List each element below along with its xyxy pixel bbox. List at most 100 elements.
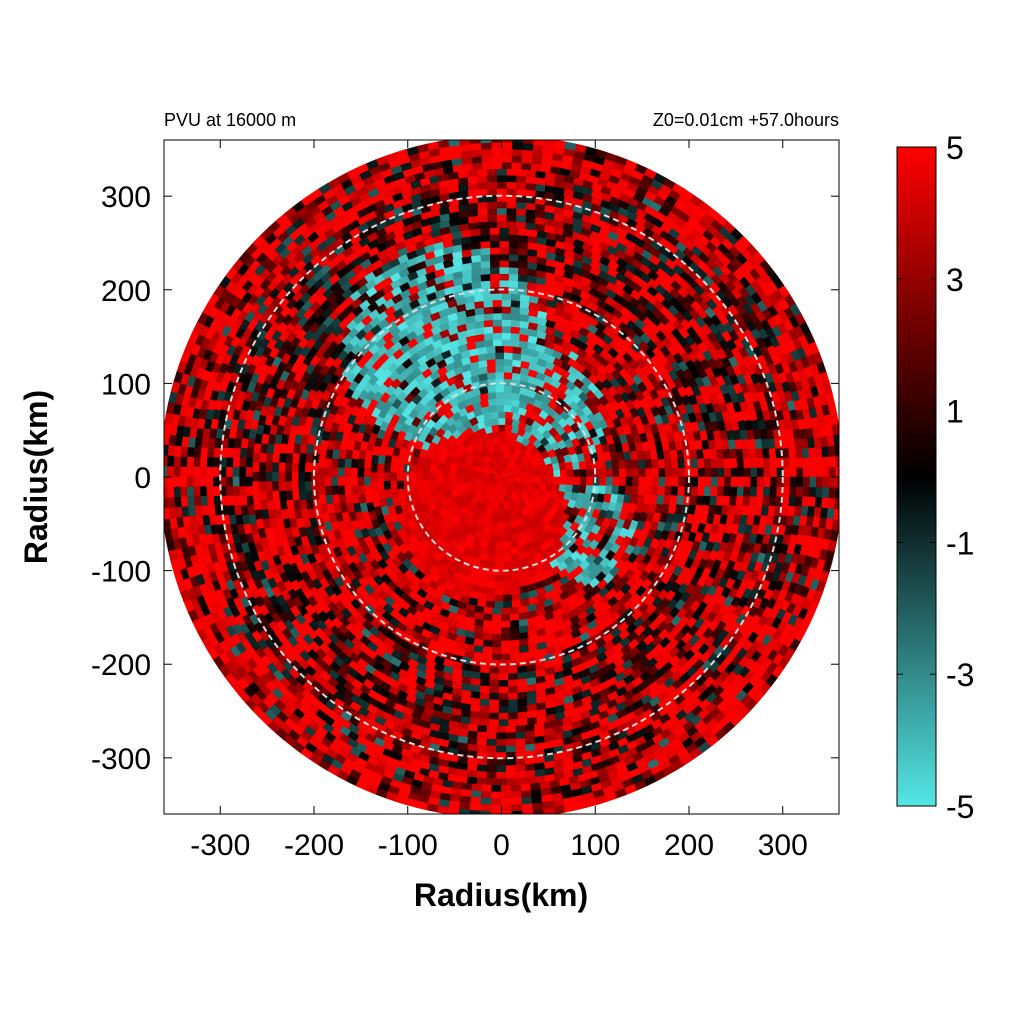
field-cell bbox=[490, 234, 500, 241]
field-cell bbox=[194, 496, 201, 506]
field-cell bbox=[671, 459, 678, 469]
field-cell bbox=[305, 491, 313, 501]
field-cell bbox=[377, 464, 384, 473]
field-cell bbox=[497, 169, 507, 176]
field-cell bbox=[497, 175, 507, 182]
field-cell bbox=[492, 326, 501, 333]
field-cell bbox=[516, 222, 526, 229]
field-cell bbox=[499, 444, 505, 451]
field-cell bbox=[506, 733, 516, 740]
field-cell bbox=[756, 448, 763, 458]
field-cell bbox=[292, 482, 299, 492]
field-cell bbox=[246, 467, 253, 477]
field-cell bbox=[738, 477, 745, 487]
field-cell bbox=[711, 477, 718, 487]
field-cell bbox=[724, 477, 731, 487]
field-cell bbox=[516, 215, 526, 222]
field-cell bbox=[750, 458, 757, 468]
field-cell bbox=[338, 486, 345, 496]
field-cell bbox=[492, 628, 501, 635]
field-cell bbox=[483, 653, 493, 660]
field-cell bbox=[490, 713, 500, 720]
field-cell bbox=[278, 463, 285, 473]
field-cell bbox=[486, 353, 495, 360]
field-cell bbox=[206, 487, 213, 497]
field-cell bbox=[480, 267, 490, 274]
field-cell bbox=[483, 614, 492, 621]
field-cell bbox=[503, 542, 511, 549]
field-cell bbox=[783, 487, 790, 497]
field-cell bbox=[516, 765, 526, 772]
field-cell bbox=[490, 667, 500, 674]
field-cell bbox=[423, 465, 430, 473]
field-cell bbox=[337, 477, 344, 486]
field-cell bbox=[503, 385, 512, 392]
field-cell bbox=[299, 491, 306, 501]
field-cell bbox=[370, 464, 377, 473]
field-cell bbox=[490, 267, 500, 274]
field-cell bbox=[509, 719, 519, 726]
field-cell bbox=[795, 496, 802, 506]
field-cell bbox=[325, 486, 332, 496]
field-cell bbox=[462, 471, 469, 478]
field-cell bbox=[723, 448, 731, 458]
field-cell bbox=[724, 467, 731, 477]
field-cell bbox=[492, 654, 501, 661]
field-cell bbox=[246, 496, 253, 506]
field-cell bbox=[730, 458, 737, 468]
field-cell bbox=[285, 453, 292, 463]
field-cell bbox=[498, 431, 505, 438]
field-cell bbox=[646, 477, 653, 486]
field-cell bbox=[606, 468, 613, 477]
field-cell bbox=[265, 482, 272, 492]
field-cell bbox=[498, 412, 506, 419]
field-cell bbox=[305, 463, 312, 473]
field-cell bbox=[510, 307, 520, 314]
field-cell bbox=[665, 459, 672, 469]
field-cell bbox=[764, 467, 771, 477]
field-cell bbox=[711, 468, 718, 478]
field-cell bbox=[510, 340, 519, 347]
field-cell bbox=[600, 477, 607, 486]
field-cell bbox=[483, 627, 493, 634]
field-cell bbox=[364, 486, 371, 495]
field-cell bbox=[497, 766, 507, 773]
field-cell bbox=[518, 255, 528, 262]
field-cell bbox=[606, 477, 613, 486]
field-cell bbox=[490, 247, 500, 254]
field-cell bbox=[499, 700, 509, 707]
field-cell bbox=[480, 673, 490, 680]
field-cell bbox=[483, 294, 493, 301]
field-cell bbox=[782, 496, 789, 506]
field-cell bbox=[480, 274, 490, 281]
field-cell bbox=[370, 481, 377, 490]
field-cell bbox=[480, 241, 490, 248]
field-cell bbox=[525, 170, 535, 178]
field-cell bbox=[506, 201, 516, 208]
field-cell bbox=[477, 738, 487, 745]
field-cell bbox=[272, 463, 279, 473]
field-cell bbox=[499, 707, 509, 714]
field-cell bbox=[502, 608, 511, 615]
field-cell bbox=[502, 628, 511, 635]
field-cell bbox=[502, 306, 511, 313]
field-cell bbox=[344, 468, 351, 477]
field-cell bbox=[497, 221, 507, 228]
field-cell bbox=[318, 486, 325, 496]
field-cell bbox=[487, 772, 497, 779]
field-cell bbox=[504, 352, 513, 359]
field-cell bbox=[499, 274, 509, 281]
field-cell bbox=[487, 221, 497, 228]
field-cell bbox=[487, 208, 497, 215]
field-cell bbox=[506, 739, 516, 746]
field-cell bbox=[567, 477, 574, 485]
field-cell bbox=[509, 700, 519, 707]
field-cell bbox=[503, 398, 511, 405]
field-cell bbox=[731, 477, 738, 487]
field-cell bbox=[665, 486, 672, 496]
field-cell bbox=[226, 477, 233, 487]
field-cell bbox=[499, 687, 509, 694]
field-cell bbox=[416, 481, 423, 490]
field-cell bbox=[497, 772, 507, 779]
